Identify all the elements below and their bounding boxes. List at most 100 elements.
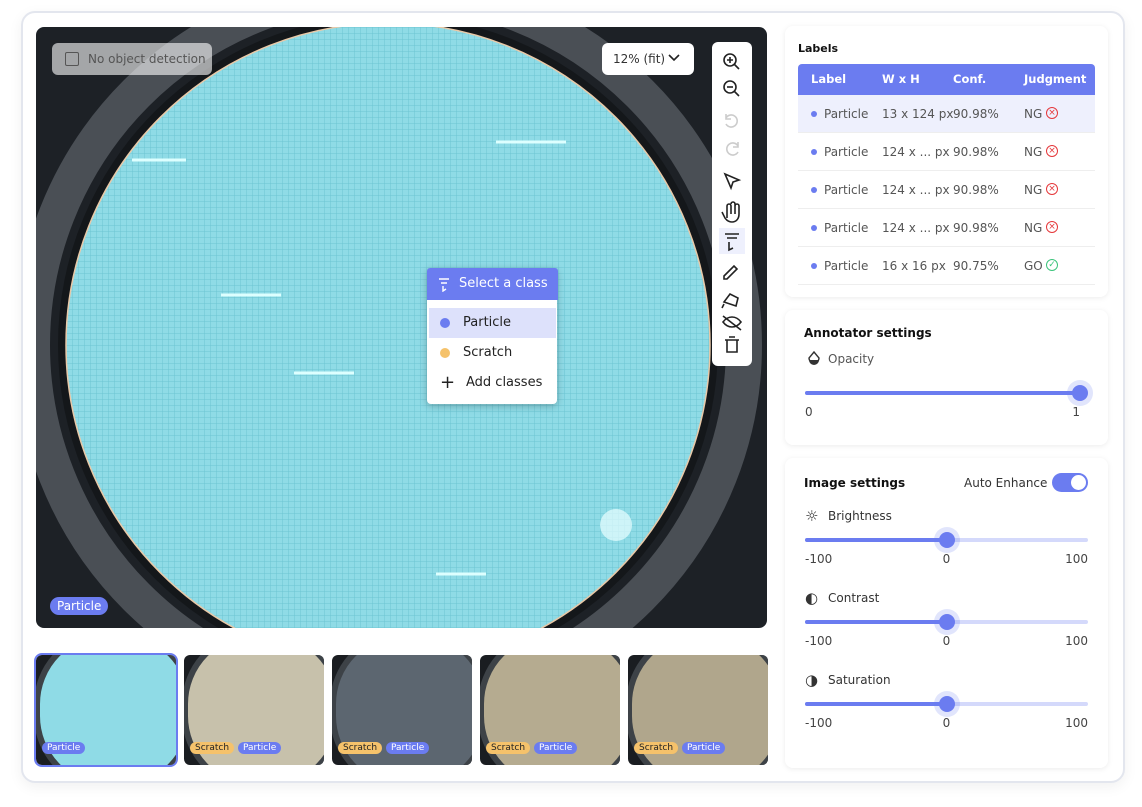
- menu-header: [427, 268, 558, 300]
- table-cell: 90.98%: [953, 107, 999, 121]
- slider-mid: 0: [942, 634, 951, 648]
- judgment-icon: ×: [1046, 107, 1058, 119]
- slider-label: Brightness: [828, 509, 892, 523]
- slider-thumb[interactable]: [938, 696, 955, 712]
- wafer-image: [36, 27, 767, 628]
- slider-min: 0: [805, 405, 813, 419]
- detection-label: No object detection: [88, 52, 206, 66]
- slider-thumb[interactable]: [938, 532, 955, 548]
- image-settings-title: Image settings: [804, 476, 906, 490]
- table-cell: 124 x ... px: [882, 221, 950, 235]
- slider-icon: ◑: [805, 671, 819, 689]
- slider-max: 100: [1065, 716, 1088, 730]
- table-cell: 90.98%: [953, 221, 999, 235]
- slider-label: Saturation: [828, 673, 891, 687]
- slider-min: -100: [805, 552, 833, 566]
- chevron: [668, 54, 680, 62]
- table-row[interactable]: [798, 171, 1095, 209]
- checkbox[interactable]: [65, 52, 79, 66]
- annotator-title: Annotator settings: [804, 326, 932, 340]
- window: [21, 11, 1125, 783]
- table-cell: 90.75%: [953, 259, 999, 273]
- thumb-tag: Particle: [238, 742, 282, 754]
- thumbnail[interactable]: Particle: [34, 653, 178, 767]
- judgment-icon: ×: [1046, 183, 1058, 195]
- thumb-tag: Particle: [386, 742, 430, 754]
- toolbar-icons[interactable]: [712, 42, 752, 366]
- add-classes[interactable]: Add classes: [466, 375, 543, 390]
- slider-min: -100: [805, 634, 833, 648]
- image-settings-card: [785, 458, 1108, 768]
- annotator-card: [785, 310, 1108, 445]
- slider-max: 100: [1065, 634, 1088, 648]
- slider-fill: [805, 702, 947, 706]
- thumbnail[interactable]: Scratch Particle: [332, 655, 472, 765]
- slider-thumb[interactable]: [938, 614, 955, 630]
- label-dot: [811, 225, 817, 231]
- label-dot: [811, 149, 817, 155]
- column-header: W x H: [882, 72, 920, 86]
- table-row[interactable]: [798, 247, 1095, 285]
- table-cell: NG: [1024, 107, 1043, 121]
- table-cell: 124 x ... px: [882, 145, 950, 159]
- thumb-tag: Particle: [682, 742, 726, 754]
- opacity-icon: [808, 350, 820, 365]
- slider-thumb[interactable]: [1072, 385, 1088, 401]
- zoom-select[interactable]: [602, 43, 694, 75]
- menu-option[interactable]: Particle: [463, 315, 512, 330]
- table-cell: 16 x 16 px: [882, 259, 946, 273]
- menu-icon: [439, 278, 449, 292]
- table-cell: NG: [1024, 221, 1043, 235]
- opacity-label: Opacity: [828, 352, 875, 366]
- slider-label: Contrast: [828, 591, 880, 605]
- label-dot: [811, 187, 817, 193]
- table-cell: NG: [1024, 183, 1043, 197]
- slider-mid: 0: [942, 716, 951, 730]
- menu-title: Select a class: [459, 276, 548, 291]
- thumb-tag: Scratch: [190, 742, 235, 754]
- table-row[interactable]: [798, 209, 1095, 247]
- plus-icon: +: [440, 372, 456, 393]
- slider-icon: ☼: [805, 507, 819, 525]
- auto-enhance-toggle[interactable]: [1052, 473, 1088, 492]
- thumbnail[interactable]: Scratch Particle: [480, 655, 620, 765]
- table-cell: NG: [1024, 145, 1043, 159]
- table-cell: Particle: [824, 221, 869, 235]
- label-dot: [811, 263, 817, 269]
- table-cell: 90.98%: [953, 183, 999, 197]
- table-cell: 90.98%: [953, 145, 999, 159]
- toggle-knob: [1071, 475, 1086, 490]
- auto-enhance-label: Auto Enhance: [964, 476, 1048, 490]
- thumb-tag: Particle: [42, 742, 86, 754]
- slider-mid: 0: [942, 552, 951, 566]
- menu-option[interactable]: Scratch: [463, 345, 513, 360]
- table-header: [798, 64, 1095, 95]
- class-dot: [440, 348, 450, 358]
- label-dot: [811, 111, 817, 117]
- table-row[interactable]: [798, 133, 1095, 171]
- column-header: Conf.: [953, 72, 987, 86]
- thumb-tag: Scratch: [486, 742, 531, 754]
- thumbnail[interactable]: Scratch Particle: [184, 655, 324, 765]
- table-cell: Particle: [824, 107, 869, 121]
- toolbar: [712, 42, 752, 366]
- slider-min: -100: [805, 716, 833, 730]
- slider-fill: [805, 538, 947, 542]
- table-cell: 124 x ... px: [882, 183, 950, 197]
- thumbnail[interactable]: Scratch Particle: [628, 655, 768, 765]
- labels-title: Labels: [798, 42, 839, 55]
- table-row[interactable]: [798, 95, 1095, 133]
- thumb-tag: Particle: [534, 742, 578, 754]
- judgment-icon: ×: [1046, 145, 1058, 157]
- zoom-label: 12% (fit): [613, 52, 666, 66]
- option-highlight: [429, 308, 556, 338]
- judgment-icon: ×: [1046, 221, 1058, 233]
- table-cell: Particle: [824, 145, 869, 159]
- table-cell: 13 x 124 px: [882, 107, 954, 121]
- table-cell: Particle: [824, 183, 869, 197]
- slider-fill: [805, 620, 947, 624]
- class-dot: [440, 318, 450, 328]
- thumb-tag: Scratch: [634, 742, 679, 754]
- table-cell: GO: [1024, 259, 1043, 273]
